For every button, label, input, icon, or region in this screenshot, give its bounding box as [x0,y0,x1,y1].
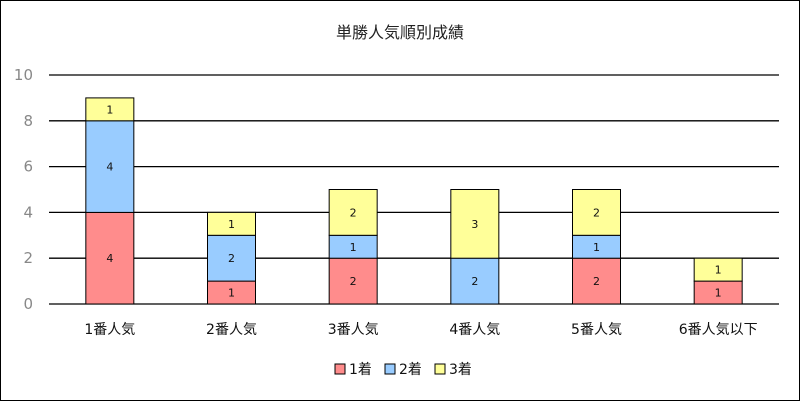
y-tick-label: 10 [14,66,33,84]
bar-value-label: 1 [106,103,113,116]
legend-swatch [334,363,346,375]
bar-value-label: 1 [228,287,235,300]
bar-segment [85,211,135,305]
bar-segment [450,257,500,305]
bar-value-label: 4 [106,252,113,265]
bar-segment [328,189,378,236]
x-tick-label: 1番人気 [84,322,135,338]
x-tick-label: 4番人気 [449,322,500,338]
bar-value-label: 2 [228,252,235,265]
x-tick-label: 5番人気 [571,322,622,338]
bar-value-label: 1 [228,218,235,231]
bar-segment [450,189,500,259]
x-tick-label: 6番人気以下 [679,322,758,338]
bar-segment [85,120,135,213]
legend-swatch [434,363,446,375]
bar-segment [572,189,621,236]
bar-value-label: 4 [106,161,113,174]
y-tick-label: 4 [23,203,33,221]
bar-value-label: 2 [471,275,478,288]
bar-stacks: 4 4 1 1 2 1 2 1 2 2 3 2 1 2 1 1 [85,97,743,305]
bar-value-label: 2 [350,275,357,288]
bar-value-label: 1 [715,287,722,300]
bar-segment [85,97,135,122]
legend: 1着 2着 3着 [334,362,472,378]
legend-label: 2着 [399,362,422,378]
x-tick-label: 3番人気 [328,322,379,338]
bar-value-label: 1 [715,264,722,277]
bar-value-label: 1 [593,241,600,254]
x-tick-label: 2番人気 [206,322,257,338]
legend-label: 3着 [449,362,472,378]
legend-label: 1着 [349,362,372,378]
y-tick-label: 8 [23,112,33,130]
y-tick-label: 6 [23,158,33,176]
bar-segment [328,257,378,305]
bar-value-label: 3 [471,218,478,231]
x-axis-ticks: 1番人気 2番人気 3番人気 4番人気 5番人気 6番人気以下 [84,322,757,338]
bar-value-label: 2 [593,275,600,288]
bar-segment [693,257,743,282]
grid-lines [49,74,779,305]
bar-segment [207,211,256,236]
y-tick-label: 0 [23,295,33,313]
y-axis-ticks: 0 2 4 6 8 10 [14,66,33,313]
bar-value-label: 2 [350,206,357,219]
bar-value-label: 2 [593,206,600,219]
y-tick-label: 2 [23,249,33,267]
legend-swatch [384,363,396,375]
bar-value-label: 1 [350,241,357,254]
chart-title: 単勝人気順別成績 [336,23,464,42]
